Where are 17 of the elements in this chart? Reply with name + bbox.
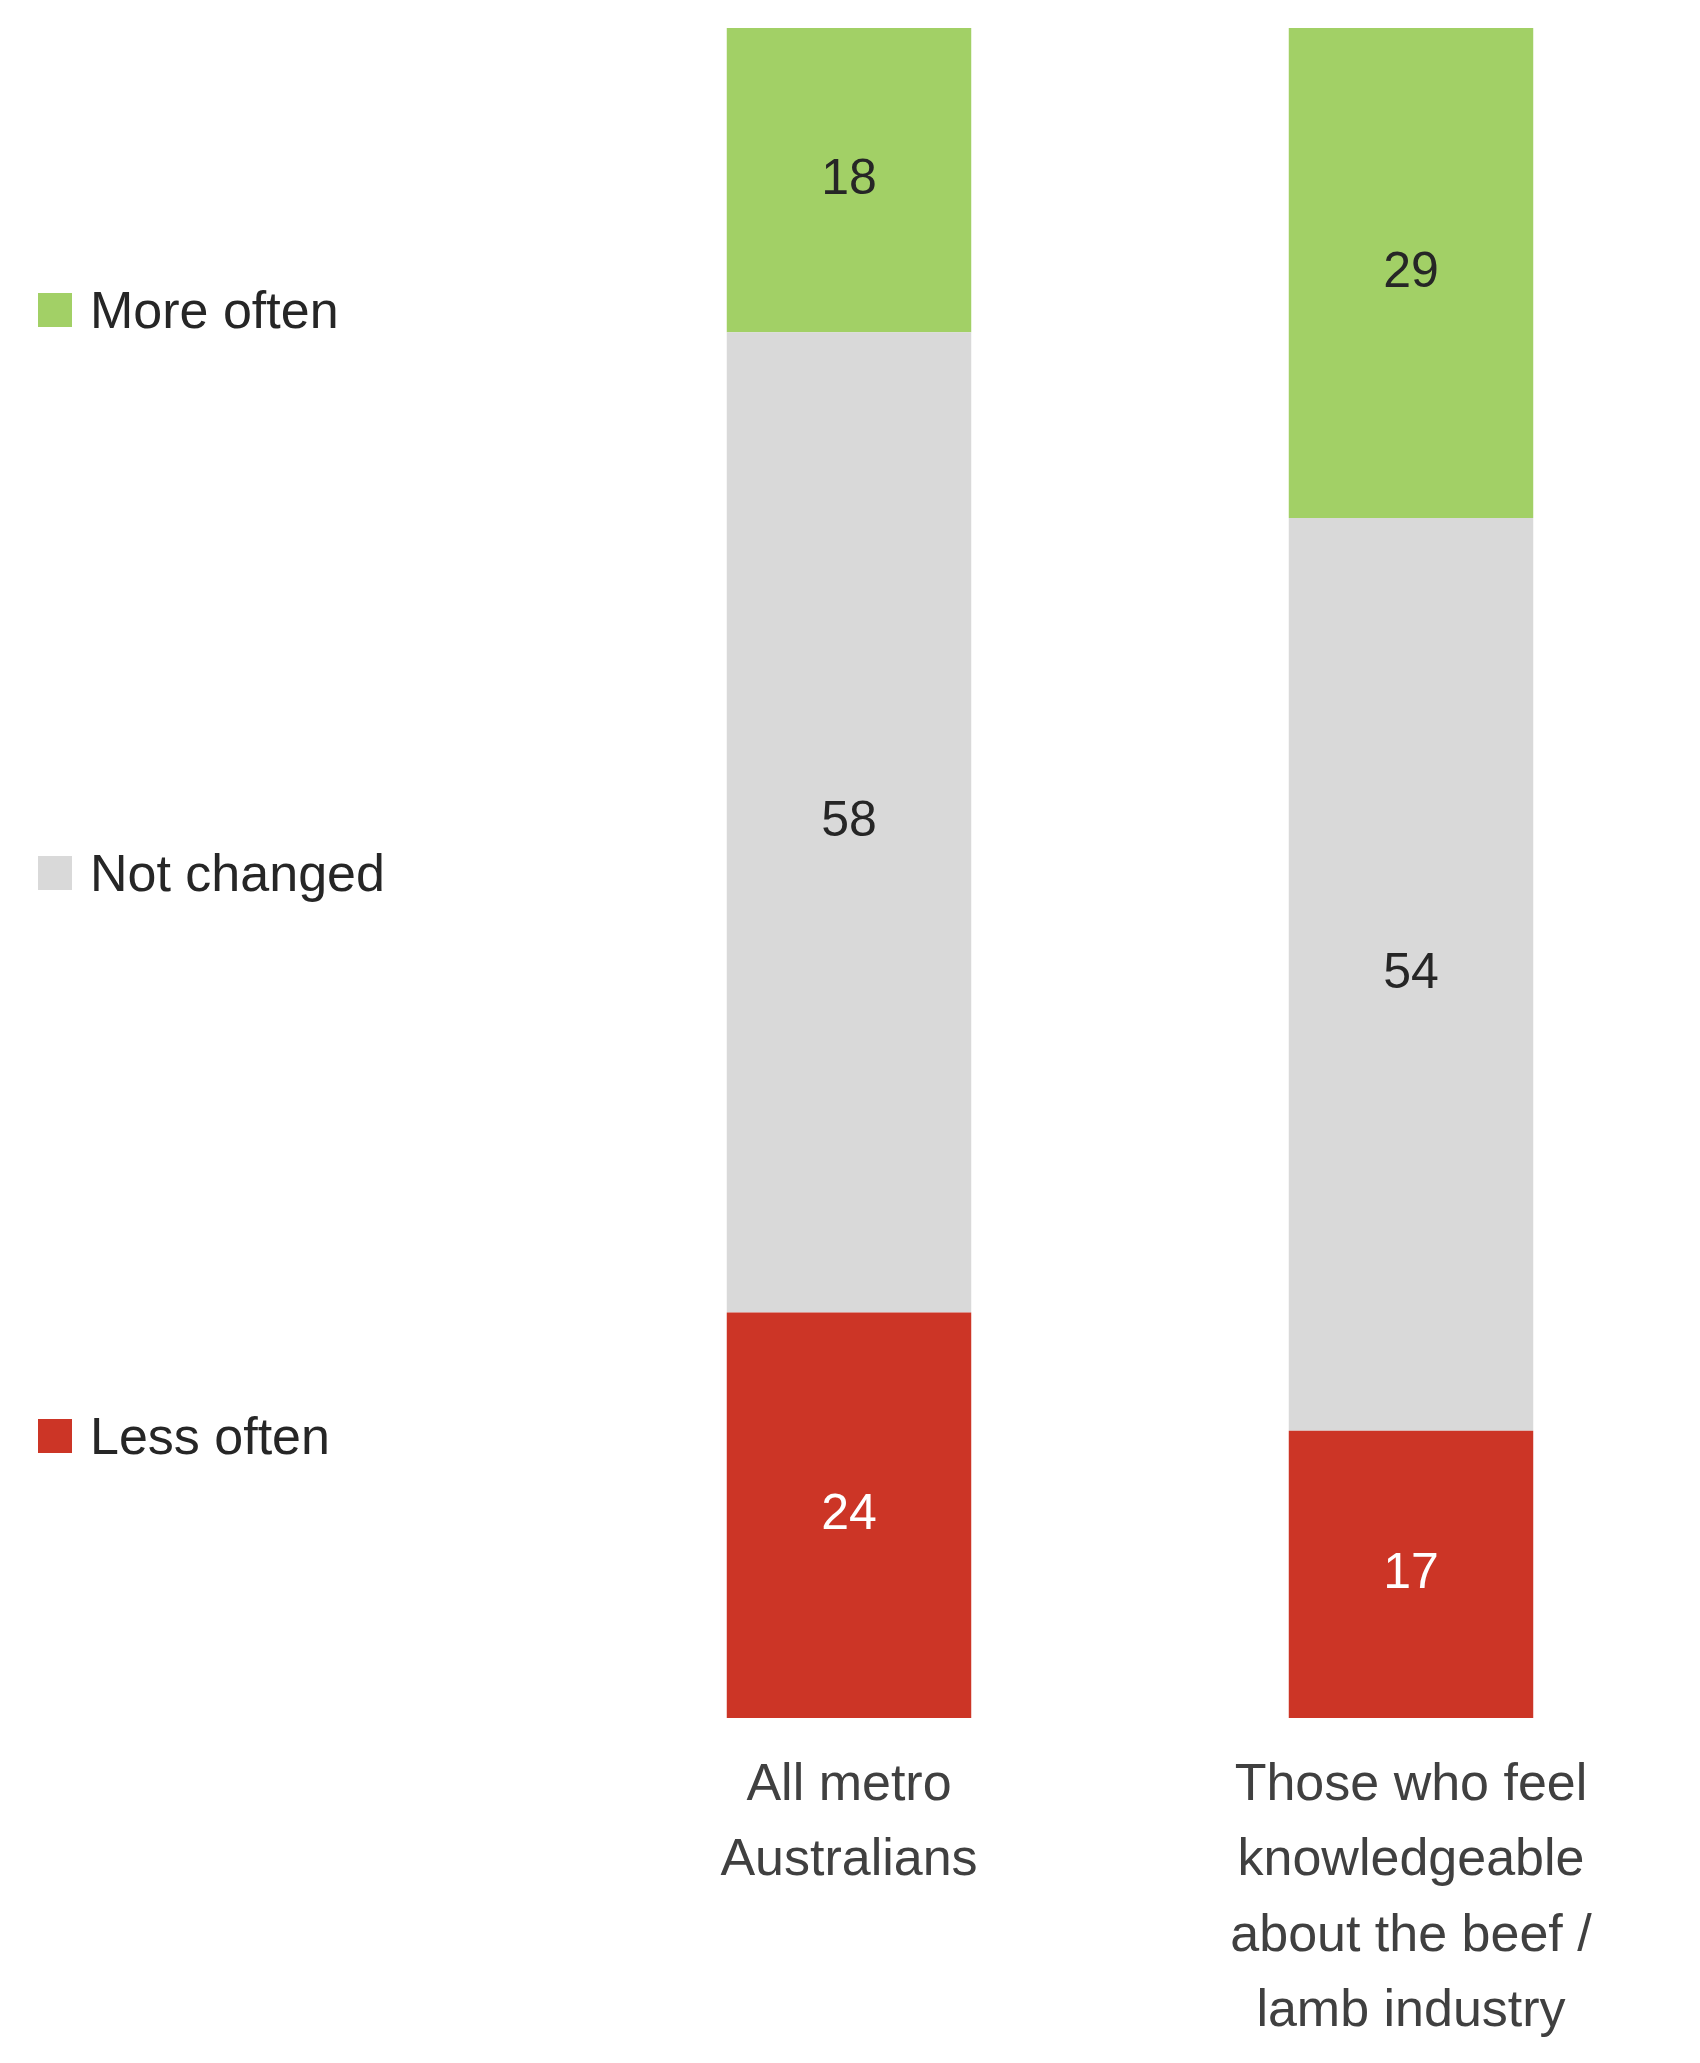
bar <box>1288 1430 1534 1718</box>
data-label: 17 <box>1383 1543 1439 1600</box>
legend-label: More often <box>90 279 339 340</box>
x-tick-label: Those who feel knowledgeable about the beef / lamb industry <box>1230 1753 1593 2038</box>
bar <box>726 28 972 333</box>
data-label: 54 <box>1383 943 1439 1000</box>
bar <box>726 1312 972 1718</box>
bar <box>1288 518 1534 1431</box>
legend-label: Less often <box>90 1406 330 1467</box>
bar <box>726 332 972 1313</box>
bar <box>1288 28 1534 519</box>
data-label: 29 <box>1383 241 1439 298</box>
x-tick-label: All metro Australians <box>720 1753 978 1887</box>
data-label: 24 <box>821 1483 877 1540</box>
legend-label: Not changed <box>90 843 385 903</box>
data-label: 18 <box>821 148 877 205</box>
data-label: 58 <box>821 791 877 848</box>
